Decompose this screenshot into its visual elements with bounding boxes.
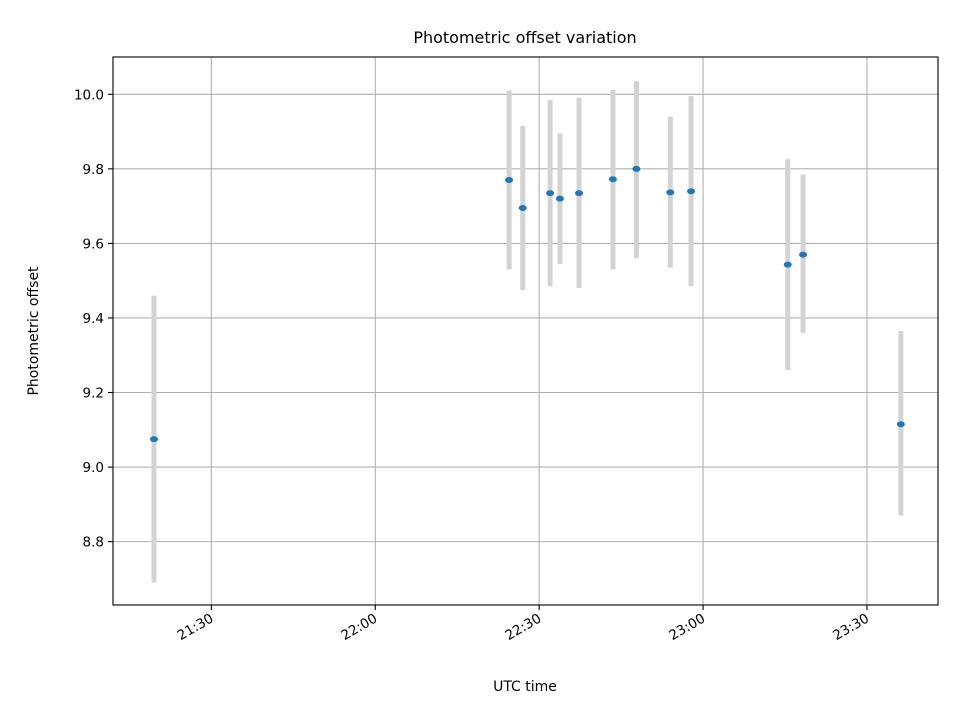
data-point bbox=[505, 177, 514, 184]
y-tick-label: 9.8 bbox=[83, 162, 104, 178]
data-point bbox=[555, 195, 564, 202]
data-point bbox=[632, 165, 641, 172]
data-point bbox=[799, 251, 808, 258]
y-tick-layer: 8.8 9.0 9.2 9.4 9.6 9.8 10.0 bbox=[74, 87, 113, 551]
data-point bbox=[666, 189, 675, 196]
y-tick-label: 9.4 bbox=[83, 311, 104, 327]
x-axis-label: UTC time bbox=[493, 679, 557, 695]
y-tick-label: 9.0 bbox=[83, 460, 104, 476]
y-axis-label: Photometric offset bbox=[26, 266, 42, 396]
y-tick-label: 8.8 bbox=[83, 535, 104, 551]
y-tick-label: 9.6 bbox=[83, 236, 104, 252]
data-point bbox=[608, 176, 617, 183]
y-tick-label: 10.0 bbox=[74, 87, 104, 103]
data-point bbox=[518, 204, 527, 211]
data-point bbox=[546, 190, 555, 197]
chart-title: Photometric offset variation bbox=[413, 28, 636, 47]
data-point bbox=[783, 261, 792, 268]
y-tick-label: 9.2 bbox=[83, 386, 104, 402]
data-point bbox=[687, 188, 696, 195]
data-point bbox=[896, 421, 905, 428]
point-layer bbox=[149, 165, 905, 443]
grid-layer bbox=[113, 57, 938, 605]
data-point bbox=[575, 190, 584, 197]
data-point bbox=[149, 436, 158, 443]
plot-frame bbox=[112, 56, 939, 606]
